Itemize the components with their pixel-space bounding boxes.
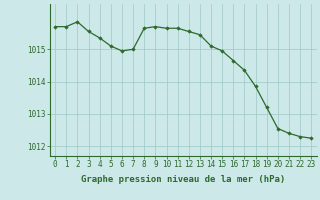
- X-axis label: Graphe pression niveau de la mer (hPa): Graphe pression niveau de la mer (hPa): [81, 175, 285, 184]
